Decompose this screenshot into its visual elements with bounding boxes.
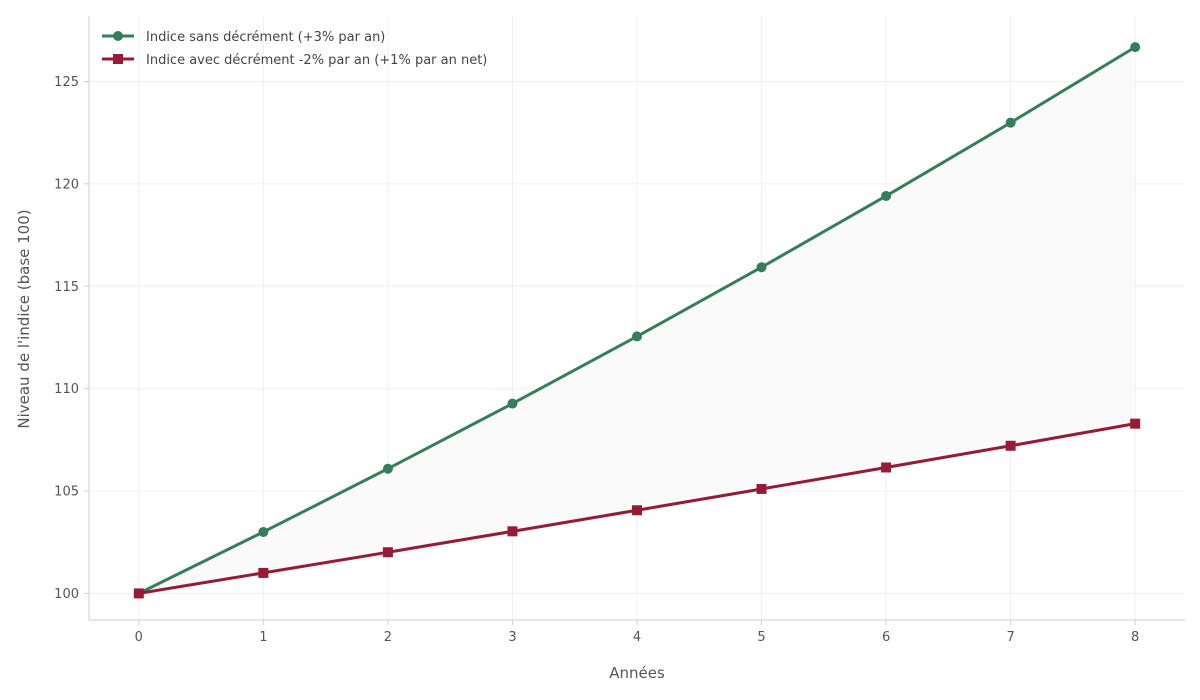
y-tick-label: 115 xyxy=(54,280,79,295)
data-point-square xyxy=(258,567,269,578)
data-point-square xyxy=(881,462,892,473)
x-tick-label: 1 xyxy=(259,630,267,645)
y-tick-label: 125 xyxy=(54,75,79,90)
data-point-circle xyxy=(881,190,892,201)
fill-between-area xyxy=(138,47,1136,594)
legend-marker-circle xyxy=(113,31,123,41)
legend-marker-square xyxy=(113,54,123,64)
data-point-circle xyxy=(1005,117,1016,128)
y-tick-label: 100 xyxy=(54,587,79,602)
data-point-circle xyxy=(507,398,518,409)
data-point-square xyxy=(756,483,767,494)
data-point-square xyxy=(1130,418,1141,429)
series-layer xyxy=(133,42,1141,599)
x-tick-label: 4 xyxy=(633,630,641,645)
x-tick-label: 6 xyxy=(882,630,890,645)
tick-labels: 0 1 2 3 4 5 6 7 8 100 105 110 115 120 125 xyxy=(54,75,1139,645)
legend: Indice sans décrément (+3% par an) Indic… xyxy=(102,30,487,68)
legend-label-1: Indice avec décrément -2% par an (+1% pa… xyxy=(146,53,487,68)
y-axis-title: Niveau de l'indice (base 100) xyxy=(15,209,33,428)
x-tick-label: 3 xyxy=(508,630,516,645)
data-point-square xyxy=(1005,440,1016,451)
data-point-circle xyxy=(756,262,767,273)
x-tick-label: 2 xyxy=(384,630,392,645)
data-point-circle xyxy=(632,331,642,342)
y-tick-label: 120 xyxy=(54,177,79,192)
x-tick-label: 0 xyxy=(135,630,143,645)
x-tick-label: 5 xyxy=(757,630,765,645)
data-point-square xyxy=(382,547,393,558)
y-tick-label: 110 xyxy=(54,382,79,397)
x-axis-title: Années xyxy=(609,664,665,682)
data-point-square xyxy=(133,588,144,599)
data-point-square xyxy=(507,526,518,537)
data-point-circle xyxy=(258,526,269,537)
fill-area xyxy=(138,47,1136,594)
x-tick-label: 7 xyxy=(1006,630,1014,645)
data-point-circle xyxy=(382,463,393,474)
y-tick-label: 105 xyxy=(54,485,79,500)
x-tick-label: 8 xyxy=(1131,630,1139,645)
data-point-circle xyxy=(1130,42,1141,53)
legend-label-0: Indice sans décrément (+3% par an) xyxy=(146,30,385,45)
axes xyxy=(84,16,1185,625)
data-point-square xyxy=(632,505,642,516)
